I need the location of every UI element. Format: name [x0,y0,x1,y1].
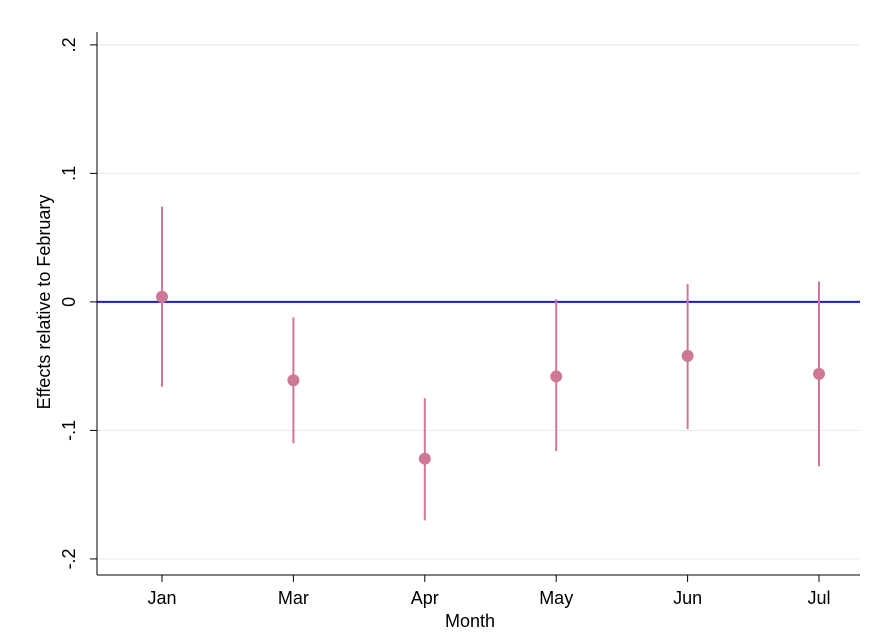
x-tick-label: Mar [278,588,309,608]
point [156,290,168,303]
y-axis-title: Effects relative to February [34,195,54,410]
x-tick-label: Apr [411,588,439,608]
x-axis-title: Month [445,611,495,631]
x-tick-label: Jul [807,588,830,608]
point [287,374,300,387]
y-tick-label: -.1 [59,420,79,441]
point [550,370,563,383]
point [681,349,694,362]
x-tick-label: May [539,588,573,608]
point [813,367,825,380]
y-tick-label: .1 [59,166,79,181]
y-tick-label: 0 [59,297,79,307]
x-tick-label: Jun [673,588,702,608]
x-tick-label: Jan [147,588,176,608]
y-tick-label: .2 [59,37,79,52]
y-tick-label: -.2 [59,548,79,569]
point [418,452,431,465]
